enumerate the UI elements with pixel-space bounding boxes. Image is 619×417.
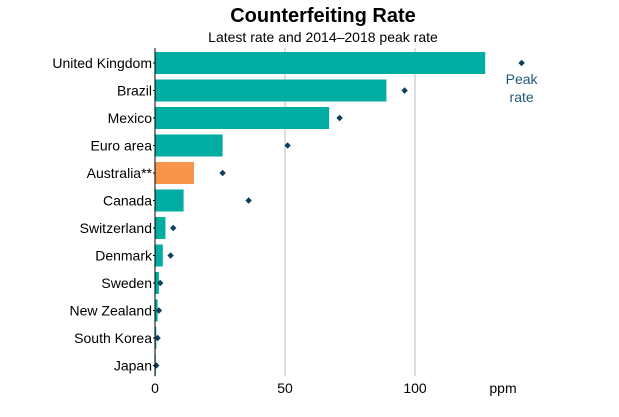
category-label-united-kingdom: United Kingdom xyxy=(52,55,152,71)
peak-marker-euro-area xyxy=(284,142,291,149)
peak-marker-south-korea xyxy=(154,334,161,342)
annotation-line-1: Peak xyxy=(506,71,539,87)
peak-marker-canada xyxy=(245,197,252,204)
annotation-peak-rate: Peak rate xyxy=(506,71,539,105)
bar-switzerland xyxy=(155,217,166,239)
category-label-switzerland: Switzerland xyxy=(80,220,152,236)
category-label-denmark: Denmark xyxy=(95,248,153,264)
chart-subtitle: Latest rate and 2014–2018 peak rate xyxy=(208,29,438,45)
category-label-new-zealand: New Zealand xyxy=(70,303,153,319)
peak-marker-denmark xyxy=(167,252,174,259)
category-labels: United Kingdom Brazil Mexico Euro area Austr… xyxy=(52,55,153,374)
annotations: Peak rate xyxy=(506,71,539,105)
bar-australia xyxy=(155,162,194,184)
x-axis-unit-label: ppm xyxy=(489,380,516,396)
category-label-south-korea: South Korea xyxy=(74,330,152,346)
category-label-brazil: Brazil xyxy=(117,83,152,99)
peak-markers xyxy=(153,59,525,369)
bar-denmark xyxy=(155,244,163,267)
peak-marker-new-zealand xyxy=(155,307,163,314)
bar-brazil xyxy=(155,79,387,102)
x-tick-label-0: 0 xyxy=(151,380,159,396)
bars xyxy=(155,52,486,377)
bar-mexico xyxy=(155,107,330,129)
x-tick-label-50: 50 xyxy=(277,380,293,396)
peak-marker-mexico xyxy=(336,114,343,122)
peak-marker-sweden xyxy=(157,279,164,287)
annotation-line-2: rate xyxy=(510,89,534,105)
peak-marker-australia xyxy=(219,169,226,177)
peak-marker-brazil xyxy=(401,87,408,94)
bar-canada xyxy=(155,189,184,212)
bar-sweden xyxy=(155,272,159,294)
grid-lines xyxy=(284,48,416,376)
x-tick-label-100: 100 xyxy=(403,380,427,396)
category-label-japan: Japan xyxy=(114,358,152,374)
category-label-canada: Canada xyxy=(103,193,152,209)
category-label-euro-area: Euro area xyxy=(91,138,153,154)
bar-united-kingdom xyxy=(155,52,486,74)
peak-marker-united-kingdom xyxy=(518,59,525,67)
bar-euro-area xyxy=(155,134,223,157)
category-label-mexico: Mexico xyxy=(108,110,153,126)
category-label-australia: Australia** xyxy=(87,165,153,181)
peak-marker-switzerland xyxy=(170,224,177,232)
category-label-sweden: Sweden xyxy=(101,275,152,291)
chart-title: Counterfeiting Rate xyxy=(230,5,416,27)
x-axis: 0 50 100 ppm xyxy=(151,48,517,396)
